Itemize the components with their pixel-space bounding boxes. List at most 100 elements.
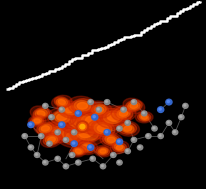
Ellipse shape	[77, 102, 88, 109]
Ellipse shape	[105, 136, 118, 144]
Ellipse shape	[126, 100, 142, 111]
Ellipse shape	[33, 108, 49, 119]
Circle shape	[55, 156, 60, 161]
Circle shape	[118, 161, 120, 163]
Ellipse shape	[116, 121, 139, 136]
Ellipse shape	[94, 123, 112, 134]
Circle shape	[167, 121, 169, 123]
Ellipse shape	[103, 134, 120, 146]
Ellipse shape	[64, 118, 109, 146]
Ellipse shape	[86, 101, 112, 118]
Ellipse shape	[57, 114, 67, 121]
Ellipse shape	[124, 126, 132, 131]
Ellipse shape	[28, 115, 46, 127]
Ellipse shape	[119, 111, 128, 116]
Ellipse shape	[34, 121, 57, 136]
Circle shape	[73, 131, 75, 133]
Circle shape	[179, 115, 184, 120]
Ellipse shape	[72, 147, 85, 156]
Circle shape	[89, 146, 91, 148]
Ellipse shape	[35, 109, 47, 117]
Ellipse shape	[41, 132, 62, 147]
Circle shape	[112, 153, 114, 155]
Circle shape	[50, 116, 52, 118]
Circle shape	[75, 111, 81, 116]
Circle shape	[105, 131, 108, 133]
Circle shape	[104, 100, 110, 105]
Ellipse shape	[43, 134, 60, 146]
Circle shape	[93, 115, 95, 118]
Ellipse shape	[34, 119, 40, 123]
Ellipse shape	[70, 145, 87, 157]
Ellipse shape	[128, 102, 140, 110]
Circle shape	[180, 116, 182, 118]
Ellipse shape	[116, 145, 123, 149]
Ellipse shape	[52, 129, 63, 136]
Ellipse shape	[138, 113, 151, 122]
Ellipse shape	[135, 112, 153, 123]
Ellipse shape	[66, 132, 78, 140]
Circle shape	[76, 121, 89, 132]
Ellipse shape	[51, 110, 73, 124]
Ellipse shape	[49, 126, 67, 138]
Circle shape	[35, 153, 37, 155]
Circle shape	[172, 130, 178, 135]
Ellipse shape	[115, 107, 133, 119]
Circle shape	[47, 141, 52, 146]
Circle shape	[132, 101, 134, 102]
Circle shape	[49, 115, 54, 120]
Circle shape	[147, 135, 149, 136]
Ellipse shape	[139, 114, 149, 120]
Circle shape	[29, 146, 31, 148]
Ellipse shape	[39, 124, 52, 133]
Circle shape	[22, 134, 27, 139]
Ellipse shape	[85, 116, 100, 126]
Circle shape	[70, 153, 73, 155]
Circle shape	[76, 112, 79, 114]
Circle shape	[64, 165, 66, 167]
Ellipse shape	[70, 122, 103, 143]
Circle shape	[166, 120, 172, 125]
Circle shape	[88, 145, 94, 150]
Circle shape	[91, 157, 93, 159]
Circle shape	[158, 107, 164, 112]
Circle shape	[173, 131, 176, 133]
Ellipse shape	[54, 112, 70, 122]
Ellipse shape	[123, 98, 145, 113]
Circle shape	[28, 145, 34, 150]
Ellipse shape	[57, 101, 83, 119]
Ellipse shape	[56, 98, 67, 106]
Circle shape	[96, 107, 102, 112]
Circle shape	[105, 101, 108, 102]
Circle shape	[143, 112, 145, 114]
Ellipse shape	[46, 124, 70, 140]
Circle shape	[72, 142, 75, 144]
Ellipse shape	[68, 114, 89, 128]
Circle shape	[138, 146, 140, 148]
Circle shape	[56, 131, 58, 133]
Ellipse shape	[79, 127, 94, 138]
Ellipse shape	[68, 96, 97, 115]
Ellipse shape	[63, 105, 77, 115]
Circle shape	[63, 137, 69, 142]
Circle shape	[55, 130, 60, 135]
Circle shape	[118, 140, 120, 142]
Circle shape	[44, 104, 46, 106]
Ellipse shape	[112, 143, 126, 152]
Circle shape	[97, 108, 99, 110]
Circle shape	[131, 100, 137, 105]
Circle shape	[146, 134, 151, 139]
Ellipse shape	[78, 142, 95, 153]
Ellipse shape	[55, 124, 90, 148]
Circle shape	[183, 103, 188, 108]
Ellipse shape	[30, 117, 44, 125]
Ellipse shape	[52, 95, 72, 109]
Circle shape	[80, 124, 85, 129]
Ellipse shape	[37, 123, 54, 134]
Ellipse shape	[63, 129, 82, 143]
Circle shape	[76, 160, 81, 165]
Circle shape	[117, 126, 122, 131]
Circle shape	[59, 107, 64, 112]
Circle shape	[100, 164, 106, 169]
Ellipse shape	[104, 111, 123, 123]
